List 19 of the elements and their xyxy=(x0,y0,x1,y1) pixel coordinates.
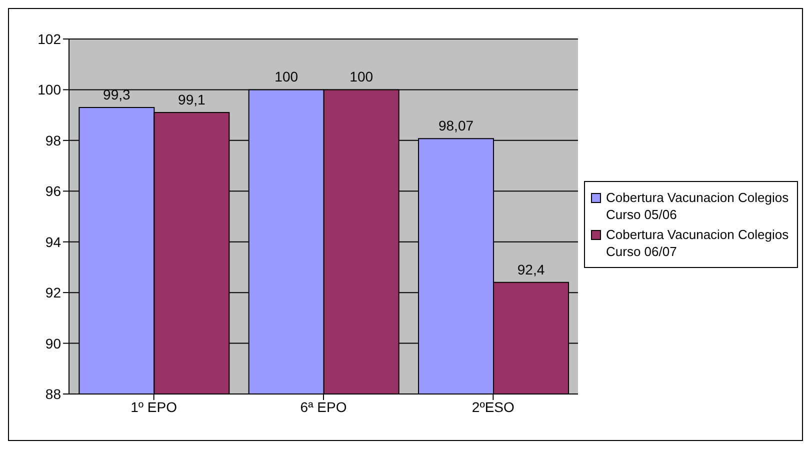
y-tick-label: 100 xyxy=(38,82,62,98)
y-tick-label: 96 xyxy=(45,183,62,200)
data-label: 98,07 xyxy=(438,118,474,134)
y-tick-label: 94 xyxy=(45,234,62,250)
data-label: 92,4 xyxy=(517,261,545,278)
y-tick-label: 88 xyxy=(45,386,62,402)
x-tick-label: 2ºESO xyxy=(472,398,515,415)
data-label: 99,3 xyxy=(103,86,131,102)
y-tick-label: 102 xyxy=(38,30,62,47)
legend-label: Cobertura Vacunacion Colegios Curso 06/07 xyxy=(606,226,790,260)
y-tick-label: 90 xyxy=(45,335,62,352)
data-label: 100 xyxy=(350,68,374,85)
data-label: 99,1 xyxy=(178,92,206,108)
x-tick-label: 6ª EPO xyxy=(300,398,347,415)
data-label: 100 xyxy=(274,68,298,85)
y-tick-label: 92 xyxy=(45,284,62,301)
y-tick-label: 98 xyxy=(45,132,62,148)
legend-label: Cobertura Vacunacion Colegios Curso 05/06 xyxy=(606,189,790,223)
x-tick-label: 1º EPO xyxy=(130,398,178,415)
